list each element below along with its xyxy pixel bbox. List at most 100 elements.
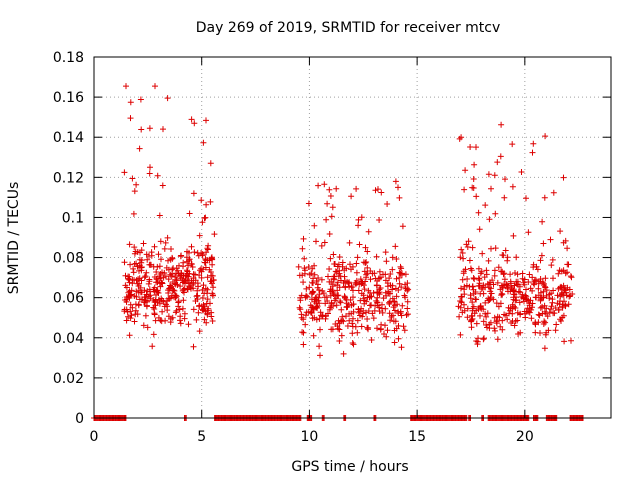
data-point — [165, 295, 172, 302]
data-point — [146, 261, 153, 268]
data-point — [323, 312, 329, 319]
data-point — [144, 256, 151, 263]
data-point — [541, 308, 548, 315]
data-point — [393, 325, 400, 332]
data-point — [196, 328, 203, 335]
data-point — [479, 250, 486, 257]
data-point — [305, 308, 312, 315]
data-point — [376, 217, 383, 223]
data-point — [295, 263, 302, 270]
data-point — [473, 307, 480, 314]
data-point — [209, 255, 216, 262]
data-point — [194, 280, 201, 287]
data-point — [177, 253, 184, 260]
data-point — [487, 288, 494, 295]
data-point — [324, 200, 331, 207]
data-point — [199, 287, 206, 293]
data-point — [473, 296, 480, 303]
data-point — [123, 317, 130, 324]
data-point — [143, 269, 150, 276]
data-point — [210, 284, 217, 291]
data-point — [133, 277, 140, 284]
data-point — [158, 279, 165, 286]
data-point — [185, 321, 192, 328]
data-point — [173, 270, 180, 277]
data-point — [161, 245, 168, 252]
data-point — [386, 310, 393, 317]
data-point — [384, 327, 391, 334]
data-point — [384, 280, 391, 287]
data-point — [183, 272, 190, 279]
data-point — [128, 312, 135, 319]
data-point — [310, 332, 317, 339]
data-point — [172, 274, 179, 280]
data-point — [521, 276, 528, 283]
data-point — [398, 284, 405, 291]
data-point — [470, 303, 477, 310]
data-point — [149, 343, 156, 350]
data-point — [207, 300, 213, 307]
data-point — [337, 298, 343, 305]
data-point — [313, 316, 320, 323]
data-point — [547, 306, 554, 313]
data-point — [170, 287, 177, 294]
data-point — [358, 323, 365, 330]
data-point — [300, 235, 307, 242]
data-point — [158, 256, 164, 263]
data-point — [177, 320, 184, 327]
data-point — [482, 202, 489, 209]
data-point — [499, 317, 506, 324]
data-point — [331, 261, 338, 267]
data-point — [391, 339, 398, 346]
data-point — [348, 193, 355, 200]
data-point — [457, 254, 464, 261]
data-point — [322, 300, 329, 307]
data-point — [172, 309, 179, 316]
data-point — [127, 261, 134, 268]
data-point — [200, 266, 207, 273]
data-point — [330, 251, 337, 258]
data-point — [123, 306, 130, 313]
data-point — [534, 266, 541, 273]
data-point — [501, 270, 508, 277]
data-point — [513, 254, 520, 261]
data-point — [147, 288, 154, 295]
data-point — [349, 320, 356, 327]
data-point — [355, 216, 362, 223]
data-point — [469, 244, 476, 251]
data-point — [159, 280, 166, 287]
x-axis-label: GPS time / hours — [291, 459, 408, 475]
data-point — [336, 284, 343, 291]
data-point — [549, 256, 556, 263]
data-point — [185, 280, 192, 287]
data-point — [208, 255, 215, 262]
data-point — [525, 297, 532, 304]
data-point — [564, 245, 571, 252]
data-point — [539, 218, 546, 225]
data-point — [543, 329, 550, 336]
data-point — [196, 303, 202, 310]
data-point — [508, 320, 515, 326]
data-point — [319, 313, 326, 320]
data-point — [511, 282, 518, 289]
data-point — [296, 304, 303, 311]
data-point — [468, 324, 475, 331]
y-tick-label: 0.16 — [53, 90, 84, 106]
data-point — [537, 304, 544, 311]
data-point — [529, 149, 536, 156]
data-point — [146, 170, 153, 177]
data-point — [398, 312, 405, 319]
y-tick-label: 0.14 — [53, 130, 84, 146]
data-point — [165, 313, 172, 320]
data-point — [189, 281, 196, 288]
data-point — [305, 200, 312, 207]
data-point — [338, 306, 345, 313]
data-point — [147, 295, 154, 302]
data-point — [360, 292, 367, 299]
data-point — [299, 245, 306, 252]
data-point — [190, 343, 197, 350]
data-point — [355, 287, 362, 294]
data-point — [358, 214, 365, 221]
data-point — [152, 83, 158, 90]
data-point — [190, 190, 197, 197]
